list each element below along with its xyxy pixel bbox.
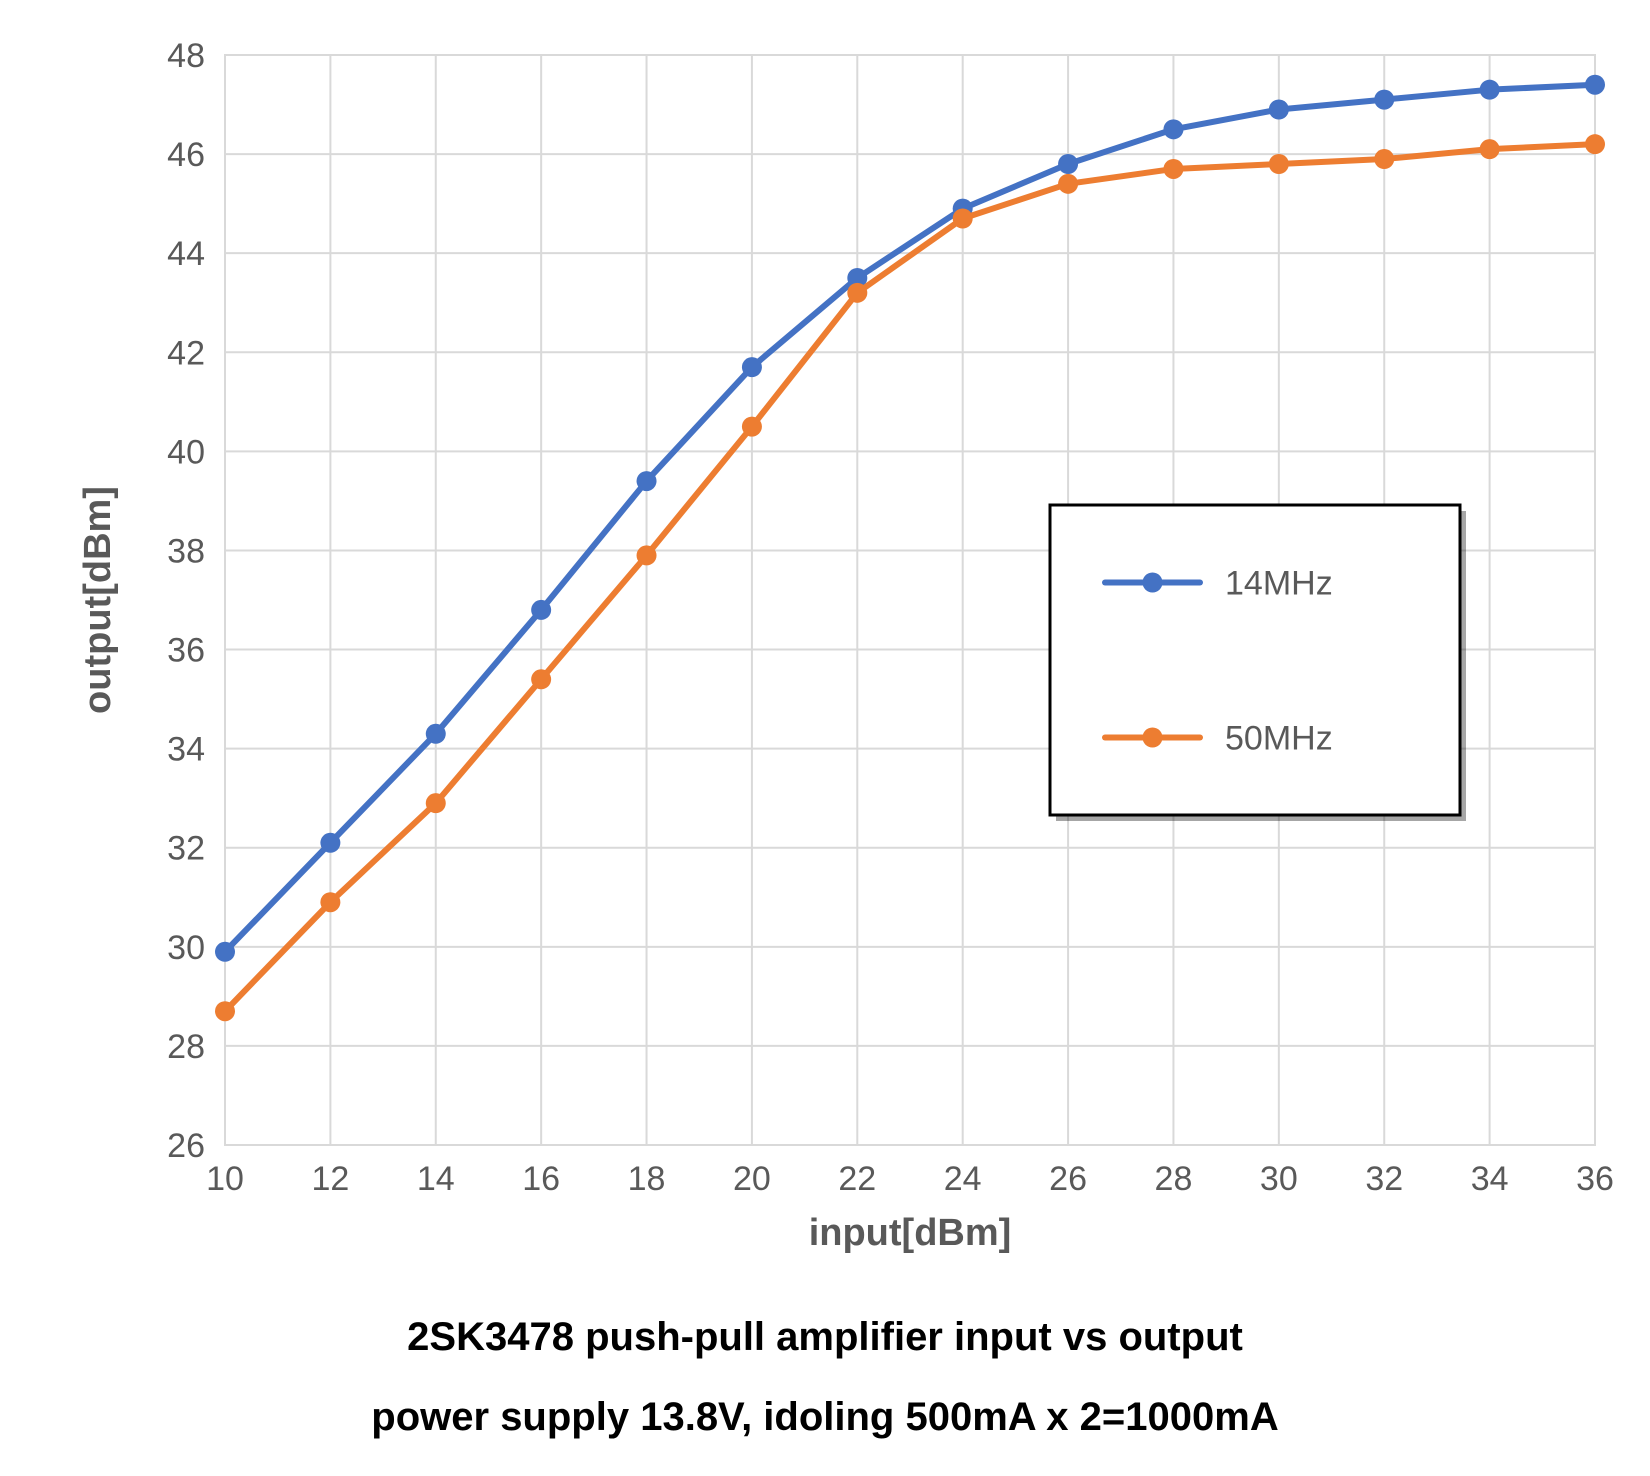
x-tick-label: 22	[838, 1160, 876, 1198]
series-marker	[742, 417, 762, 437]
y-tick-label: 46	[167, 136, 205, 174]
y-tick-label: 28	[167, 1028, 205, 1066]
legend-label: 14MHz	[1225, 565, 1333, 603]
series-marker	[1058, 154, 1078, 174]
caption-line-1: 2SK3478 push-pull amplifier input vs out…	[0, 1315, 1650, 1360]
series-marker	[1480, 80, 1500, 100]
y-tick-label: 36	[167, 632, 205, 670]
chart-container: 10 12 14 16 18 20 22 24 26 28 30 32 34 36 26 28 30 32 34 36…	[0, 0, 1650, 1476]
series-marker	[531, 600, 551, 620]
y-tick-label: 42	[167, 334, 205, 372]
series-marker	[1269, 154, 1289, 174]
y-tick-label: 34	[167, 731, 205, 769]
series-marker	[1163, 159, 1183, 179]
x-tick-label: 12	[311, 1160, 349, 1198]
y-tick-label: 30	[167, 929, 205, 967]
series-marker	[847, 283, 867, 303]
legend-box	[1050, 505, 1460, 815]
x-tick-label: 14	[417, 1160, 455, 1198]
series-marker	[953, 209, 973, 229]
x-tick-label: 24	[944, 1160, 982, 1198]
series-marker	[1269, 100, 1289, 120]
x-tick-label: 36	[1576, 1160, 1614, 1198]
series-marker	[1374, 149, 1394, 169]
series-marker	[426, 724, 446, 744]
series-marker	[1480, 139, 1500, 159]
series-marker	[215, 942, 235, 962]
series-marker	[320, 833, 340, 853]
series-marker	[1585, 134, 1605, 154]
series-marker	[1374, 90, 1394, 110]
caption-line-2: power supply 13.8V, idoling 500mA x 2=10…	[0, 1395, 1650, 1440]
x-tick-label: 30	[1260, 1160, 1298, 1198]
x-tick-label: 26	[1049, 1160, 1087, 1198]
legend-label: 50MHz	[1225, 720, 1333, 758]
legend-marker-sample	[1143, 728, 1163, 748]
series-marker	[531, 669, 551, 689]
y-tick-label: 48	[167, 37, 205, 75]
series-marker	[320, 892, 340, 912]
x-tick-label: 16	[522, 1160, 560, 1198]
x-tick-label: 28	[1155, 1160, 1193, 1198]
legend-marker-sample	[1143, 573, 1163, 593]
series-marker	[1163, 119, 1183, 139]
x-tick-label: 20	[733, 1160, 771, 1198]
series-marker	[1058, 174, 1078, 194]
x-axis-label: input[dBm]	[809, 1212, 1012, 1254]
amplifier-chart: 10 12 14 16 18 20 22 24 26 28 30 32 34 36 26 28 30 32 34 36…	[0, 0, 1650, 1476]
y-tick-label: 38	[167, 532, 205, 570]
y-tick-label: 32	[167, 830, 205, 868]
x-tick-label: 32	[1365, 1160, 1403, 1198]
series-marker	[215, 1001, 235, 1021]
series-marker	[637, 545, 657, 565]
y-axis-label: output[dBm]	[77, 486, 119, 714]
y-tick-label: 26	[167, 1127, 205, 1165]
x-tick-label: 10	[206, 1160, 244, 1198]
series-marker	[426, 793, 446, 813]
y-tick-label: 40	[167, 433, 205, 471]
x-tick-label: 34	[1471, 1160, 1509, 1198]
series-marker	[742, 357, 762, 377]
y-tick-label: 44	[167, 235, 205, 273]
series-marker	[637, 471, 657, 491]
series-marker	[1585, 75, 1605, 95]
x-tick-label: 18	[628, 1160, 666, 1198]
